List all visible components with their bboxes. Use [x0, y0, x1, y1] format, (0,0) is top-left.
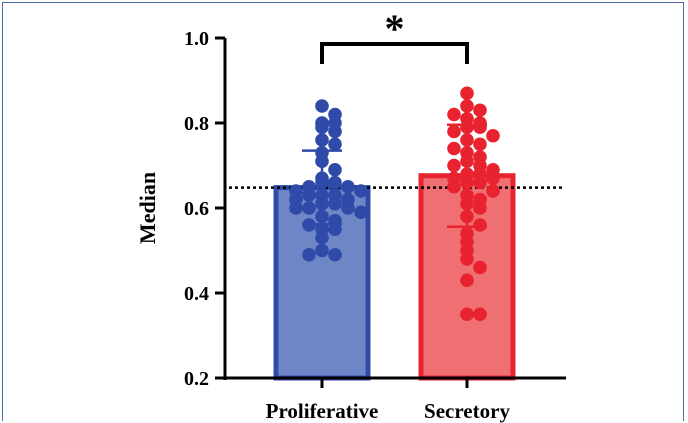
- data-point: [289, 201, 303, 215]
- data-point: [473, 137, 487, 152]
- y-tick-label: 0.6: [184, 198, 209, 220]
- data-point: [486, 184, 500, 198]
- data-point: [473, 218, 487, 232]
- data-point: [315, 99, 329, 113]
- x-tick-label: Proliferative: [266, 399, 379, 423]
- data-point: [460, 273, 474, 288]
- y-tick-label: 0.2: [184, 368, 209, 390]
- data-point: [447, 179, 461, 194]
- data-point: [315, 120, 329, 135]
- data-point: [447, 158, 461, 173]
- data-point: [447, 141, 461, 156]
- data-point: [447, 124, 461, 139]
- data-point: [341, 179, 355, 194]
- data-point: [354, 184, 368, 198]
- data-point: [473, 103, 487, 118]
- y-tick-label: 0.4: [184, 283, 209, 305]
- data-point: [302, 247, 316, 262]
- y-tick-label: 1.0: [184, 28, 209, 50]
- data-point: [460, 307, 474, 322]
- data-point: [315, 133, 329, 147]
- x-axis: Proliferative Secretory: [224, 376, 566, 423]
- data-points: [289, 86, 500, 322]
- data-point: [328, 162, 342, 177]
- data-point: [302, 188, 316, 203]
- data-point: [341, 201, 355, 215]
- data-point: [328, 196, 342, 211]
- x-tick-label: Secretory: [424, 399, 510, 423]
- data-point: [473, 201, 487, 215]
- data-point: [447, 107, 461, 122]
- significance-label: *: [385, 6, 405, 51]
- data-point: [486, 171, 500, 186]
- data-point: [473, 307, 487, 322]
- data-point: [302, 201, 316, 215]
- data-point: [328, 222, 342, 237]
- significance-bracket: [320, 42, 469, 64]
- data-point: [315, 243, 329, 258]
- data-point: [473, 120, 487, 135]
- data-point: [328, 137, 342, 152]
- data-point: [315, 230, 329, 245]
- data-point: [460, 99, 474, 113]
- data-point: [354, 205, 368, 220]
- data-point: [328, 247, 342, 262]
- data-point: [473, 260, 487, 275]
- error-bars: [302, 123, 487, 228]
- y-axis: 0.2 0.4 0.6 0.8 1.0: [184, 28, 227, 390]
- data-point: [328, 175, 342, 190]
- data-point: [473, 175, 487, 190]
- data-point: [328, 124, 342, 139]
- significance-bracket-group: *: [320, 6, 469, 64]
- y-axis-title: Median: [135, 172, 160, 244]
- data-point: [486, 128, 500, 143]
- data-point: [460, 86, 474, 101]
- data-point: [460, 252, 474, 266]
- y-tick-label: 0.8: [184, 113, 209, 135]
